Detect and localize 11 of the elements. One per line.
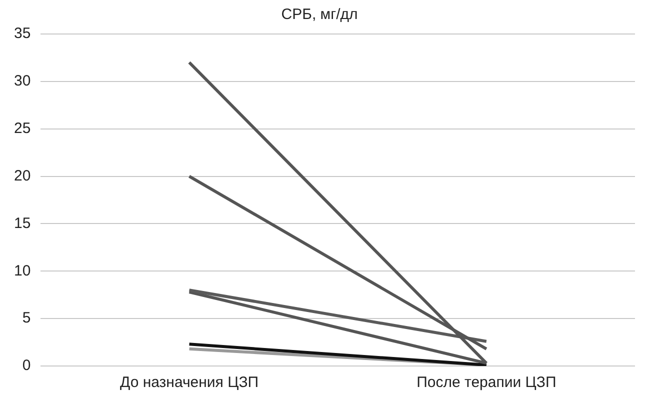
y-tick-label: 10 bbox=[14, 262, 31, 280]
y-tick-label: 0 bbox=[22, 357, 31, 374]
x-tick-label: После терапии ЦЗП bbox=[416, 374, 556, 392]
y-tick-label: 25 bbox=[14, 120, 31, 137]
y-tick-label: 5 bbox=[22, 310, 31, 327]
x-tick-label: До назначения ЦЗП bbox=[120, 374, 259, 392]
y-tick-label: 20 bbox=[14, 167, 31, 184]
y-tick-label: 35 bbox=[14, 25, 31, 42]
chart-title: СРБ, мг/дл bbox=[281, 6, 358, 24]
y-tick-label: 15 bbox=[14, 214, 31, 232]
y-tick-label: 30 bbox=[14, 72, 31, 90]
